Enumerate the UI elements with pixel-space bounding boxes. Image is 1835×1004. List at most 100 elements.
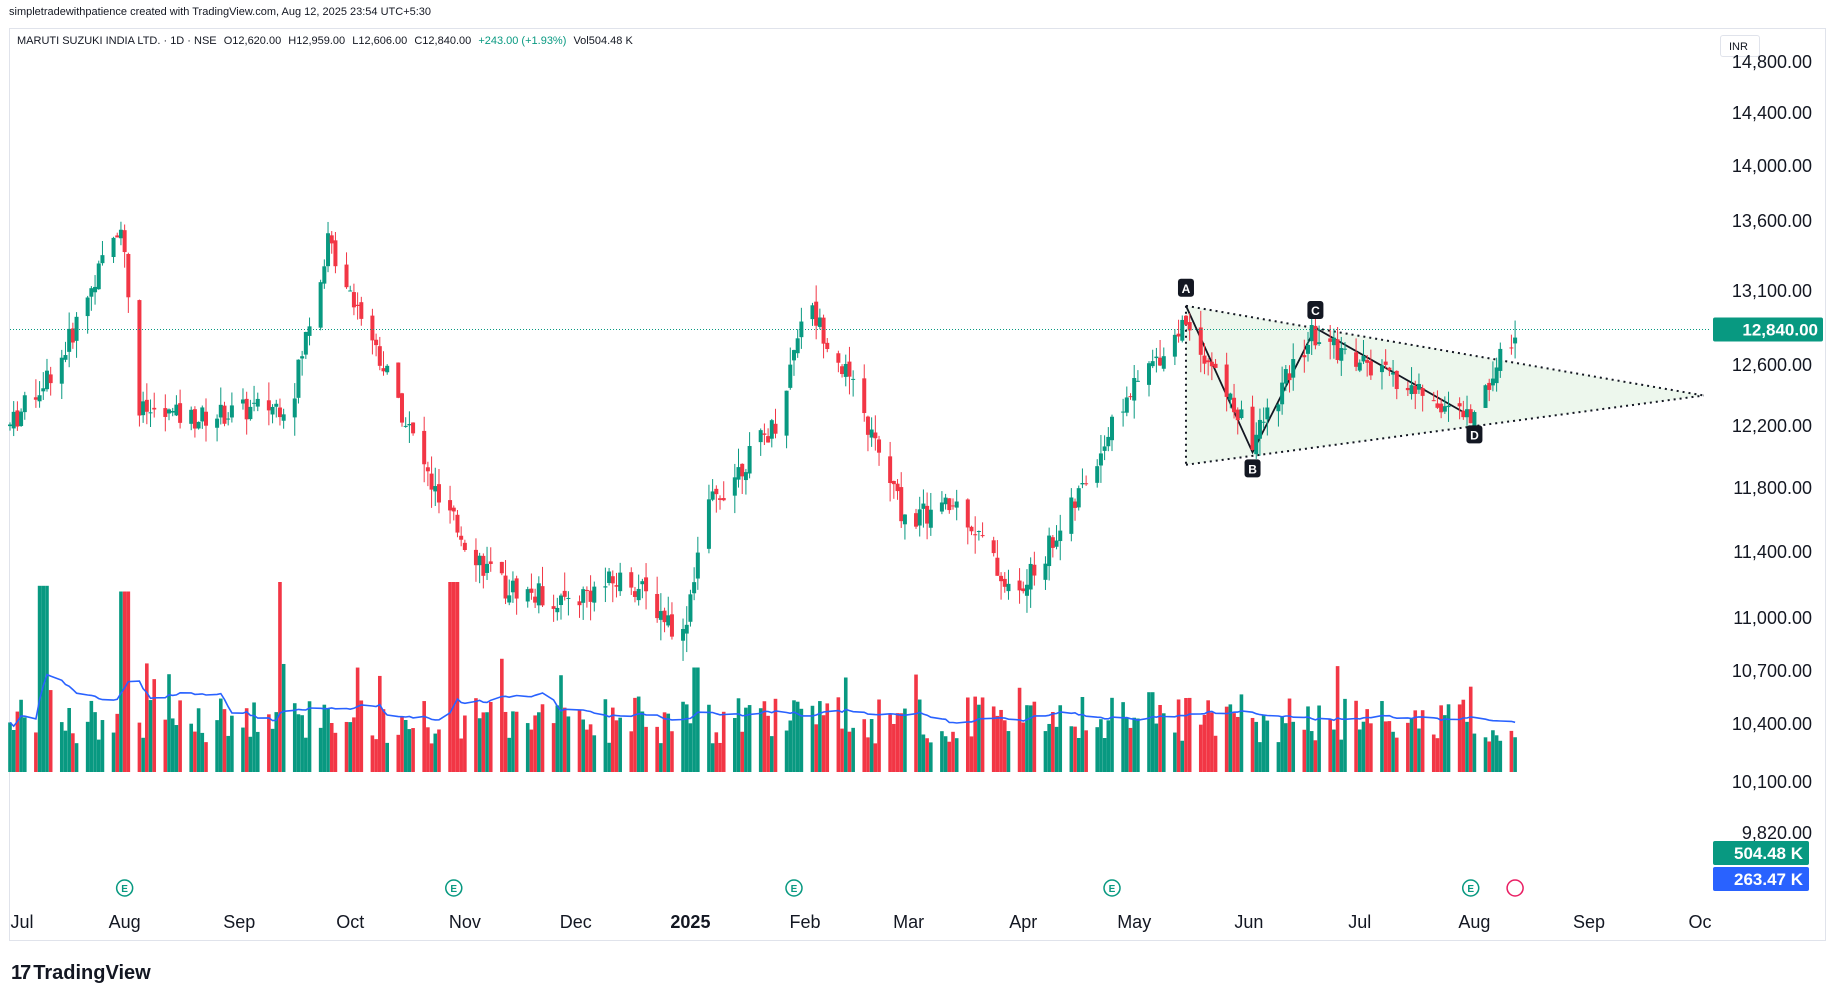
volume-bar <box>241 727 245 772</box>
chart-frame <box>9 28 1826 941</box>
volume-bar <box>758 708 763 772</box>
tradingview-logo-text: TradingView <box>33 962 151 984</box>
volume-bar <box>1158 705 1162 772</box>
earnings-event-label: E <box>121 884 128 895</box>
volume-bar <box>1047 723 1051 772</box>
volume-bar <box>178 700 182 772</box>
volume-bar <box>1391 731 1395 772</box>
candle-body <box>662 610 667 623</box>
volume-bar <box>555 705 560 772</box>
volume-bar <box>551 723 556 772</box>
candle-body <box>1135 380 1140 382</box>
volume-bar <box>433 733 438 772</box>
candle-body <box>203 411 208 426</box>
candle-body <box>1487 382 1492 390</box>
volume-bar <box>1276 742 1281 772</box>
candle-body <box>459 535 464 540</box>
candle-body <box>1102 446 1107 451</box>
volume-bar <box>940 731 944 772</box>
volume-bar <box>1110 697 1114 772</box>
volume-bar <box>618 717 622 772</box>
volume-bar <box>500 658 504 772</box>
candle-body <box>89 288 94 297</box>
volume-bar <box>348 722 353 772</box>
volume-ma-line <box>9 673 1516 728</box>
volume-bar <box>8 722 12 772</box>
candle-body <box>784 390 789 436</box>
candle-body <box>1043 563 1048 580</box>
volume-bar <box>474 698 478 772</box>
candle-body <box>1416 383 1421 390</box>
volume-bar <box>1235 716 1240 772</box>
candle-body <box>1357 362 1362 371</box>
lightning-event-icon <box>1506 879 1524 897</box>
volume-bar <box>895 713 900 772</box>
volume-bar <box>1287 698 1292 772</box>
earnings-event-icon <box>1461 879 1480 897</box>
candle-body <box>1054 540 1059 547</box>
candle-body <box>11 411 16 429</box>
candle-body <box>632 591 637 597</box>
candle-body <box>41 388 46 392</box>
volume-bar <box>488 701 493 772</box>
candle-body <box>1331 337 1336 346</box>
volume-bar <box>640 711 645 772</box>
volume-bar <box>784 730 789 772</box>
candle-body <box>1106 436 1111 447</box>
volume-bar <box>426 727 430 772</box>
volume-bar <box>1176 699 1181 772</box>
volume-bar <box>965 697 970 772</box>
volume-ma-badge <box>1713 867 1809 891</box>
candle-body <box>200 407 205 422</box>
candle-body <box>588 590 593 602</box>
volume-bar <box>296 714 301 772</box>
volume-bar <box>71 733 75 772</box>
volume-bar <box>1210 712 1214 772</box>
volume-bar <box>888 714 892 772</box>
volume-badge <box>1713 841 1809 865</box>
volume-bar <box>381 709 386 772</box>
volume-bar <box>1457 704 1462 772</box>
volume-bar <box>422 701 426 772</box>
candle-body <box>1302 355 1307 358</box>
candle-body <box>1339 348 1344 361</box>
volume-bar <box>1147 692 1151 772</box>
candle-body <box>1232 397 1237 413</box>
volume-bar <box>304 737 308 772</box>
symbol-title[interactable]: MARUTI SUZUKI INDIA LTD. · 1D · NSE <box>17 35 217 47</box>
time-tick-label: Nov <box>449 912 481 932</box>
volume-bar <box>167 674 171 772</box>
time-tick-label: Oc <box>1688 912 1711 932</box>
tradingview-logo: 17 TradingView <box>11 962 151 985</box>
candle-body <box>618 572 623 592</box>
volume-bar <box>670 731 674 772</box>
candle-body <box>1391 372 1396 375</box>
volume-bar <box>96 739 101 772</box>
price-tick-label: 13,100.00 <box>1732 281 1812 301</box>
volume-bar <box>1339 739 1344 772</box>
volume-bar <box>370 735 375 772</box>
volume-bar <box>459 738 463 772</box>
candle-body <box>178 403 183 423</box>
volume-bar <box>869 719 874 772</box>
price-tick-label: 12,600.00 <box>1732 355 1812 375</box>
candle-body <box>396 362 401 398</box>
volume-bar <box>329 723 334 772</box>
volume-bar <box>119 591 123 772</box>
candle-body <box>718 498 723 500</box>
currency-selector[interactable]: INR <box>1720 35 1760 57</box>
volume-bar <box>1073 726 1077 772</box>
candle-body <box>947 498 952 511</box>
candle-body <box>1198 327 1203 355</box>
volume-bar <box>189 723 194 772</box>
candle-body <box>222 405 227 424</box>
volume-bar <box>378 675 382 772</box>
volume-bar <box>585 729 589 772</box>
candle-body <box>1328 338 1333 342</box>
candle-body <box>115 235 120 238</box>
candle-body <box>950 505 955 507</box>
time-tick-label: Aug <box>1458 912 1490 932</box>
candle-body <box>1058 530 1063 542</box>
candle-body <box>706 499 711 549</box>
